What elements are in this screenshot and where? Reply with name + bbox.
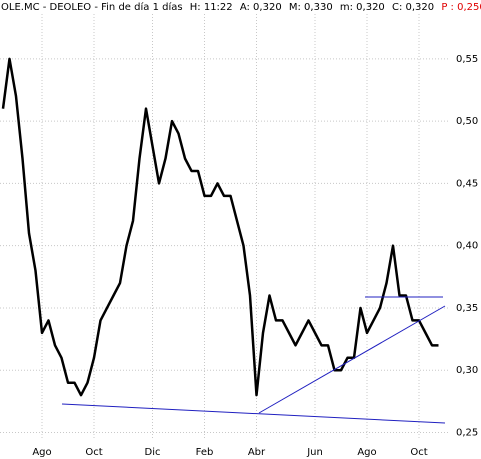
y-tick-label: 0,45 xyxy=(456,178,478,189)
header: OLE.MC - DEOLEO - Fin de día 1 días H: 1… xyxy=(1,1,481,13)
x-tick-label: Ago xyxy=(357,447,376,458)
y-tick-label: 0,25 xyxy=(456,428,478,439)
x-tick-label: Dic xyxy=(145,447,161,458)
close: C: 0,320 xyxy=(392,2,434,13)
plot: 0,25 0,30 0,35 0,40 0,45 0,50 0,55 Ago Oct Dic Feb… xyxy=(0,14,478,458)
x-tick-label: Abr xyxy=(248,447,266,458)
y-tick-label: 0,30 xyxy=(456,365,478,376)
trend-line xyxy=(61,403,446,424)
y-tick-label: 0,35 xyxy=(456,303,478,314)
x-tick-label: Feb xyxy=(196,447,214,458)
y-tick-label: 0,50 xyxy=(456,116,478,127)
x-tick-label: Jun xyxy=(306,447,323,458)
open: A: 0,320 xyxy=(240,2,282,13)
x-tick-label: Oct xyxy=(85,447,102,458)
x-tick-label: Oct xyxy=(410,447,427,458)
y-tick-label: 0,40 xyxy=(456,241,478,252)
prev: P : 0,250 xyxy=(441,2,481,13)
price-line xyxy=(1,57,439,397)
symbol: OLE.MC - DEOLEO - Fin de día 1 días xyxy=(1,1,183,13)
trend-line xyxy=(258,305,446,414)
hour: H: 11:22 xyxy=(190,2,233,13)
y-tick-label: 0,55 xyxy=(456,54,478,65)
x-tick-label: Ago xyxy=(32,447,51,458)
low: m: 0,320 xyxy=(340,2,385,13)
high: M: 0,330 xyxy=(289,2,333,13)
